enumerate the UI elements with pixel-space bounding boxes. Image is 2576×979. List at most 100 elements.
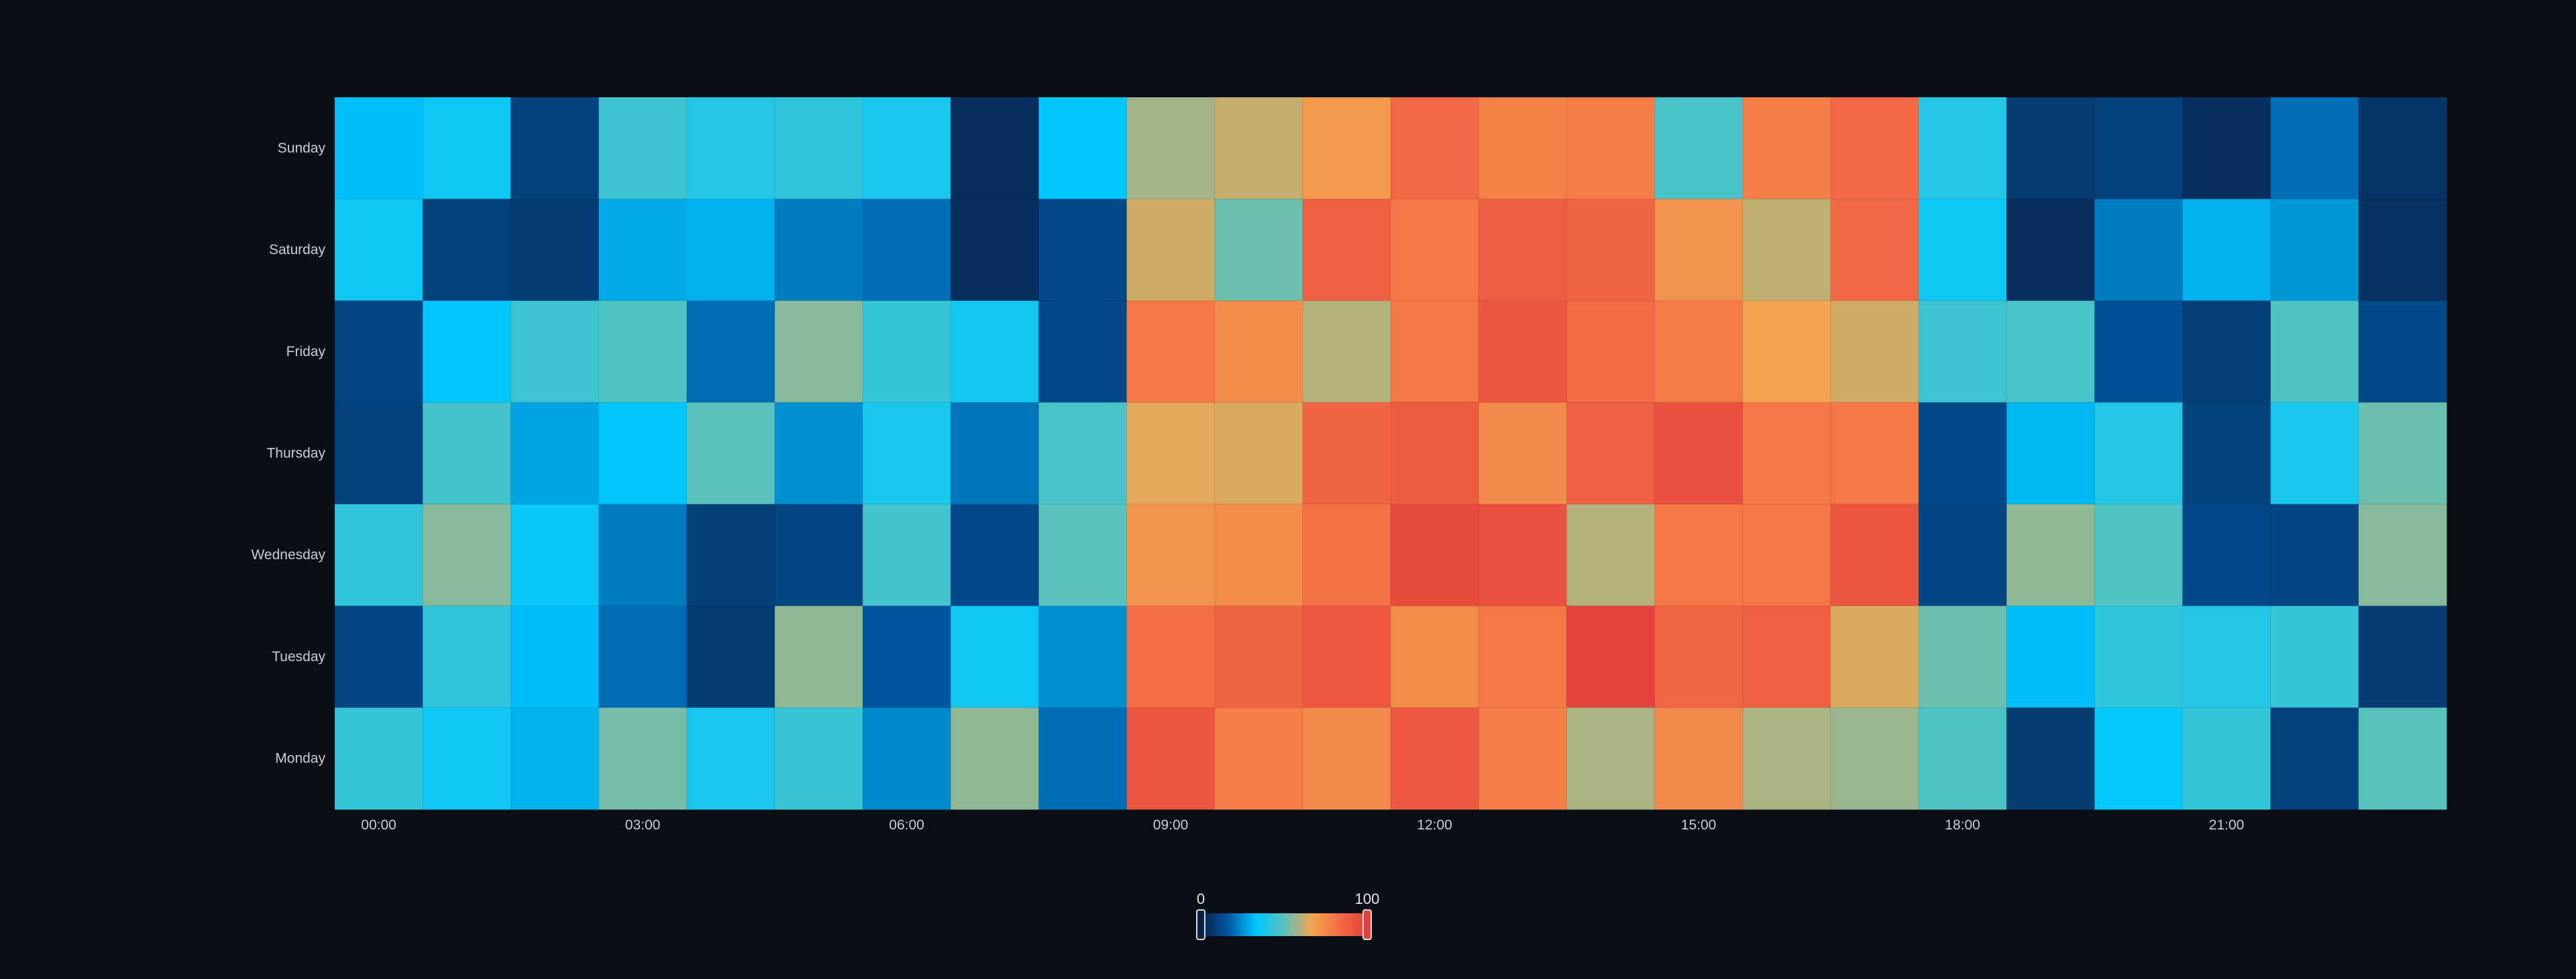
heatmap-cell[interactable] [1302, 606, 1391, 709]
heatmap-cell[interactable] [1654, 606, 1743, 709]
heatmap-cell[interactable] [686, 707, 775, 811]
heatmap-cell[interactable] [1126, 707, 1216, 811]
heatmap-cell[interactable] [2358, 97, 2448, 200]
heatmap-cell[interactable] [2358, 707, 2448, 811]
heatmap-cell[interactable] [598, 300, 688, 404]
heatmap-cell[interactable] [1742, 606, 1831, 709]
heatmap-cell[interactable] [422, 402, 512, 505]
heatmap-cell[interactable] [2094, 504, 2184, 607]
heatmap-cell[interactable] [598, 707, 688, 811]
legend-gradient-bar[interactable] [1201, 913, 1367, 936]
heatmap-cell[interactable] [598, 97, 688, 200]
heatmap-cell[interactable] [1478, 504, 1568, 607]
heatmap-cell[interactable] [334, 606, 424, 709]
heatmap-cell[interactable] [774, 707, 863, 811]
heatmap-cell[interactable] [2358, 402, 2448, 505]
heatmap-cell[interactable] [862, 97, 952, 200]
heatmap-cell[interactable] [1390, 300, 1480, 404]
heatmap-cell[interactable] [950, 97, 1040, 200]
heatmap-cell[interactable] [2094, 402, 2184, 505]
heatmap-cell[interactable] [950, 606, 1040, 709]
heatmap-cell[interactable] [2182, 97, 2271, 200]
heatmap-cell[interactable] [1742, 300, 1831, 404]
heatmap-cell[interactable] [774, 402, 863, 505]
heatmap-cell[interactable] [2094, 707, 2184, 811]
heatmap-cell[interactable] [1214, 97, 1303, 200]
heatmap-cell[interactable] [2006, 198, 2096, 302]
heatmap-cell[interactable] [598, 402, 688, 505]
heatmap-cell[interactable] [1830, 606, 1920, 709]
heatmap-cell[interactable] [2270, 606, 2359, 709]
heatmap-cell[interactable] [1654, 300, 1743, 404]
heatmap-cell[interactable] [1830, 707, 1920, 811]
heatmap-cell[interactable] [1566, 97, 1656, 200]
heatmap-cell[interactable] [1566, 402, 1656, 505]
heatmap-cell[interactable] [1214, 402, 1303, 505]
heatmap-cell[interactable] [2006, 504, 2096, 607]
heatmap-cell[interactable] [1214, 606, 1303, 709]
heatmap-cell[interactable] [2094, 300, 2184, 404]
heatmap-cell[interactable] [334, 707, 424, 811]
heatmap-cell[interactable] [774, 300, 863, 404]
heatmap-cell[interactable] [1654, 707, 1743, 811]
heatmap-cell[interactable] [950, 198, 1040, 302]
heatmap-cell[interactable] [1478, 606, 1568, 709]
heatmap-cell[interactable] [950, 504, 1040, 607]
heatmap-cell[interactable] [1038, 504, 1128, 607]
heatmap-cell[interactable] [422, 504, 512, 607]
heatmap-cell[interactable] [2182, 707, 2271, 811]
heatmap-cell[interactable] [1126, 504, 1216, 607]
heatmap-cell[interactable] [2270, 402, 2359, 505]
heatmap-cell[interactable] [1566, 198, 1656, 302]
heatmap-cell[interactable] [686, 300, 775, 404]
heatmap-cell[interactable] [1126, 300, 1216, 404]
heatmap-cell[interactable] [774, 198, 863, 302]
heatmap-cell[interactable] [1390, 198, 1480, 302]
heatmap-cell[interactable] [1478, 707, 1568, 811]
heatmap-cell[interactable] [774, 606, 863, 709]
heatmap-cell[interactable] [862, 707, 952, 811]
heatmap-cell[interactable] [774, 504, 863, 607]
heatmap-cell[interactable] [2358, 606, 2448, 709]
heatmap-cell[interactable] [2358, 504, 2448, 607]
heatmap-cell[interactable] [2094, 97, 2184, 200]
heatmap-cell[interactable] [1302, 402, 1391, 505]
heatmap-cell[interactable] [1654, 402, 1743, 505]
heatmap-cell[interactable] [686, 606, 775, 709]
heatmap-cell[interactable] [1478, 97, 1568, 200]
heatmap-cell[interactable] [510, 198, 600, 302]
heatmap-cell[interactable] [334, 97, 424, 200]
heatmap-cell[interactable] [774, 97, 863, 200]
heatmap-cell[interactable] [1742, 504, 1831, 607]
heatmap-cell[interactable] [1038, 402, 1128, 505]
heatmap-cell[interactable] [2182, 606, 2271, 709]
heatmap-cell[interactable] [510, 300, 600, 404]
heatmap-cell[interactable] [510, 504, 600, 607]
heatmap-cell[interactable] [510, 402, 600, 505]
heatmap-cell[interactable] [2006, 707, 2096, 811]
heatmap-cell[interactable] [862, 606, 952, 709]
heatmap-cell[interactable] [686, 97, 775, 200]
heatmap-cell[interactable] [1214, 198, 1303, 302]
heatmap-cell[interactable] [422, 198, 512, 302]
heatmap-cell[interactable] [1302, 97, 1391, 200]
heatmap-cell[interactable] [2182, 402, 2271, 505]
heatmap-cell[interactable] [1302, 198, 1391, 302]
heatmap-cell[interactable] [1478, 402, 1568, 505]
heatmap-cell[interactable] [1390, 707, 1480, 811]
heatmap-cell[interactable] [862, 504, 952, 607]
heatmap-cell[interactable] [1038, 707, 1128, 811]
heatmap-cell[interactable] [1038, 198, 1128, 302]
heatmap-cell[interactable] [1742, 97, 1831, 200]
heatmap-cell[interactable] [334, 198, 424, 302]
heatmap-cell[interactable] [686, 504, 775, 607]
heatmap-cell[interactable] [1566, 707, 1656, 811]
heatmap-cell[interactable] [950, 707, 1040, 811]
heatmap-cell[interactable] [1038, 606, 1128, 709]
heatmap-cell[interactable] [950, 402, 1040, 505]
heatmap-cell[interactable] [1918, 198, 2008, 302]
heatmap-cell[interactable] [1390, 402, 1480, 505]
heatmap-cell[interactable] [686, 402, 775, 505]
heatmap-cell[interactable] [1654, 504, 1743, 607]
heatmap-cell[interactable] [2094, 606, 2184, 709]
